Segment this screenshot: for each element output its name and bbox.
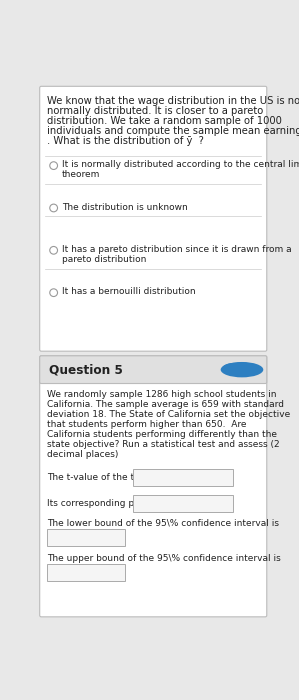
Text: California. The sample average is 659 with standard: California. The sample average is 659 wi… bbox=[48, 400, 284, 409]
Text: We randomly sample 1286 high school students in: We randomly sample 1286 high school stud… bbox=[48, 390, 277, 399]
Ellipse shape bbox=[221, 362, 263, 377]
Text: distribution. We take a random sample of 1000: distribution. We take a random sample of… bbox=[48, 116, 282, 125]
Text: state objective? Run a statistical test and assess (2: state objective? Run a statistical test … bbox=[48, 440, 280, 449]
FancyBboxPatch shape bbox=[40, 356, 267, 384]
Text: The distribution is unknown: The distribution is unknown bbox=[62, 202, 188, 211]
Text: theorem: theorem bbox=[62, 170, 100, 179]
Text: Its corresponding p-value: Its corresponding p-value bbox=[48, 499, 162, 508]
FancyBboxPatch shape bbox=[48, 564, 125, 582]
Text: individuals and compute the sample mean earnings ȳ: individuals and compute the sample mean … bbox=[48, 125, 299, 136]
Text: It has a pareto distribution since it is drawn from a: It has a pareto distribution since it is… bbox=[62, 245, 292, 254]
Text: The t-value of the test: The t-value of the test bbox=[48, 473, 148, 482]
FancyBboxPatch shape bbox=[40, 86, 267, 351]
FancyBboxPatch shape bbox=[133, 495, 234, 512]
Text: We know that the wage distribution in the US is not: We know that the wage distribution in th… bbox=[48, 95, 299, 106]
FancyBboxPatch shape bbox=[48, 529, 125, 546]
Text: The lower bound of the 95\% confidence interval is: The lower bound of the 95\% confidence i… bbox=[48, 518, 280, 527]
Text: . What is the distribution of ȳ  ?: . What is the distribution of ȳ ? bbox=[48, 136, 204, 146]
Text: deviation 18. The State of California set the objective: deviation 18. The State of California se… bbox=[48, 410, 291, 419]
Text: California students performing differently than the: California students performing different… bbox=[48, 430, 277, 439]
Text: Question 5: Question 5 bbox=[49, 363, 123, 376]
Text: It has a bernouilli distribution: It has a bernouilli distribution bbox=[62, 287, 196, 296]
Text: normally distributed. It is closer to a pareto: normally distributed. It is closer to a … bbox=[48, 106, 264, 116]
Text: The upper bound of the 95\% confidence interval is: The upper bound of the 95\% confidence i… bbox=[48, 554, 281, 563]
Text: pareto distribution: pareto distribution bbox=[62, 255, 147, 264]
Text: decimal places): decimal places) bbox=[48, 450, 119, 459]
Text: It is normally distributed according to the central limit: It is normally distributed according to … bbox=[62, 160, 299, 169]
Text: that students perform higher than 650.  Are: that students perform higher than 650. A… bbox=[48, 420, 247, 428]
Ellipse shape bbox=[222, 363, 249, 374]
FancyBboxPatch shape bbox=[40, 356, 267, 617]
FancyBboxPatch shape bbox=[133, 469, 234, 486]
